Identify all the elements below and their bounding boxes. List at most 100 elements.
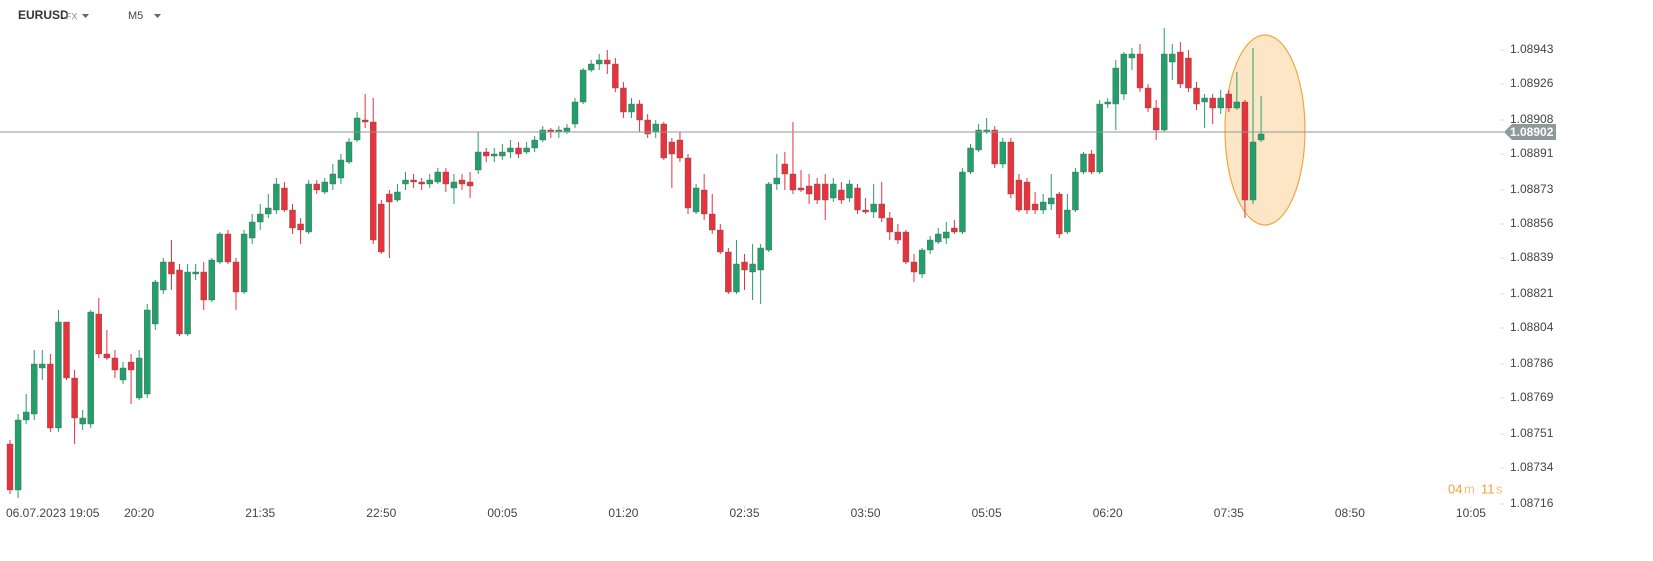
candle-body: [410, 179, 417, 183]
candle-body: [612, 63, 619, 89]
timeframe-dropdown[interactable]: [154, 14, 161, 18]
candle-body: [305, 183, 312, 233]
candle-body: [361, 119, 369, 123]
candle-body: [434, 171, 441, 183]
candle-body: [466, 181, 474, 187]
candle-body: [216, 233, 224, 263]
candle-body: [620, 87, 627, 113]
candle-body: [1161, 53, 1168, 131]
x-tick-label: 02:35: [729, 506, 759, 520]
x-tick-label: 00:05: [487, 506, 517, 520]
current-price-tag: [1504, 124, 1556, 140]
candle-body: [1177, 51, 1184, 85]
candle-body: [289, 209, 296, 229]
candle-body: [1257, 133, 1265, 141]
x-tick-label: 06.07.2023 19:05: [6, 506, 100, 520]
candle-body: [248, 221, 256, 239]
candle-body: [55, 321, 62, 429]
candle-body: [991, 129, 998, 165]
candle-body: [6, 443, 14, 491]
candle-body: [402, 179, 409, 185]
candle-body: [813, 183, 821, 201]
candle-body: [103, 353, 111, 359]
candle-body: [313, 183, 320, 191]
y-tick-label: 1.08751: [1510, 426, 1554, 440]
candle-body: [725, 251, 732, 293]
y-tick-label: 1.08926: [1510, 76, 1554, 90]
candle-body: [846, 183, 853, 199]
plot: 1.08943 1.08926 1.08908 1.08891 1.08873 1.088…: [6, 28, 1554, 520]
timeframe[interactable]: M5: [128, 10, 143, 22]
candle-body: [628, 103, 635, 113]
market: FX: [66, 11, 78, 21]
candle-body: [830, 183, 837, 199]
candle-body: [1104, 101, 1111, 105]
candle-body: [1096, 103, 1103, 173]
candle-body: [458, 179, 466, 185]
candle-body: [773, 177, 780, 185]
x-tick-label: 20:20: [124, 506, 154, 520]
candle-body: [483, 151, 490, 157]
y-tick-label: 1.08769: [1510, 390, 1554, 404]
candle-body: [1088, 153, 1095, 173]
candle-body: [426, 179, 433, 185]
candle-body: [321, 181, 328, 193]
candle-body: [87, 311, 94, 425]
symbol[interactable]: EURUSD: [18, 8, 69, 22]
y-tick-label: 1.08804: [1510, 320, 1554, 334]
candle-body: [1241, 101, 1249, 201]
candle-body: [1064, 209, 1071, 233]
candle-body: [353, 117, 361, 141]
candle-body: [781, 163, 789, 175]
candle-body: [200, 271, 207, 301]
candle-body: [692, 187, 700, 213]
candle-body: [119, 367, 127, 381]
candle-body: [741, 261, 748, 271]
candle-body: [765, 183, 772, 251]
candle-body: [1080, 153, 1087, 173]
candle-body: [805, 185, 813, 195]
candle-body: [79, 417, 86, 425]
candle-body: [1031, 203, 1039, 211]
candle-body: [935, 233, 942, 243]
candle-body: [1233, 101, 1241, 109]
candle-body: [31, 363, 38, 415]
highlight-ellipse: [1224, 34, 1306, 226]
timer-minutes-unit: m: [1464, 481, 1475, 496]
y-tick-label: 1.08786: [1510, 356, 1554, 370]
candle-body: [838, 189, 845, 201]
candle-body: [63, 321, 70, 379]
y-tick-label: 1.08908: [1510, 112, 1554, 126]
candle-body: [1015, 179, 1023, 211]
candle-body: [329, 173, 337, 185]
candle-body: [523, 147, 530, 153]
candle-body: [539, 129, 546, 141]
candle-body: [531, 139, 538, 149]
candle-body: [176, 269, 183, 335]
candle-body: [394, 191, 401, 201]
candle-body: [257, 213, 264, 223]
current-price: 1.08902: [0, 124, 1556, 140]
candle-body: [240, 233, 248, 293]
candle-body: [959, 171, 966, 233]
candle-body: [499, 151, 506, 157]
candle-body: [491, 153, 498, 157]
candle-body: [1185, 57, 1192, 89]
x-tick-label: 08:50: [1335, 506, 1365, 520]
candle-body: [717, 229, 724, 253]
candle-body: [1039, 201, 1047, 211]
candle-body: [1072, 171, 1079, 211]
symbol-dropdown[interactable]: [82, 14, 89, 18]
x-tick-label: 01:20: [608, 506, 638, 520]
y-tick-label: 1.08943: [1510, 42, 1554, 56]
candle-body: [878, 203, 885, 219]
header: EURUSD FX M5: [18, 8, 161, 22]
candle-body: [700, 189, 708, 215]
timer: 04 m 11 s: [1448, 481, 1503, 496]
candle-body: [1056, 193, 1063, 235]
candle-body: [515, 147, 522, 155]
candle-body: [596, 59, 603, 65]
candle-body: [127, 361, 135, 371]
